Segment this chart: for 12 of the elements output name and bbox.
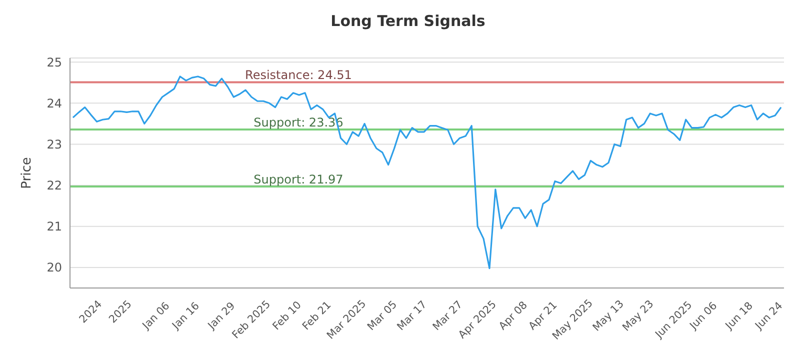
y-tick-label: 21	[46, 220, 62, 234]
x-tick-label: Apr 08	[496, 299, 530, 332]
y-tick-label: 23	[46, 138, 62, 152]
ref-line-label: Support: 21.97	[254, 172, 344, 187]
ref-line-label: Resistance: 24.51	[245, 68, 352, 82]
y-tick-label: 24	[46, 96, 62, 110]
x-tick-label: Mar 17	[394, 298, 430, 334]
y-axis-title: Price	[20, 157, 35, 189]
chart-title: Long Term Signals	[330, 11, 486, 32]
y-tick-label: 25	[46, 55, 62, 70]
y-tick-label: 22	[46, 178, 62, 193]
y-tick-label: 20	[46, 260, 62, 275]
